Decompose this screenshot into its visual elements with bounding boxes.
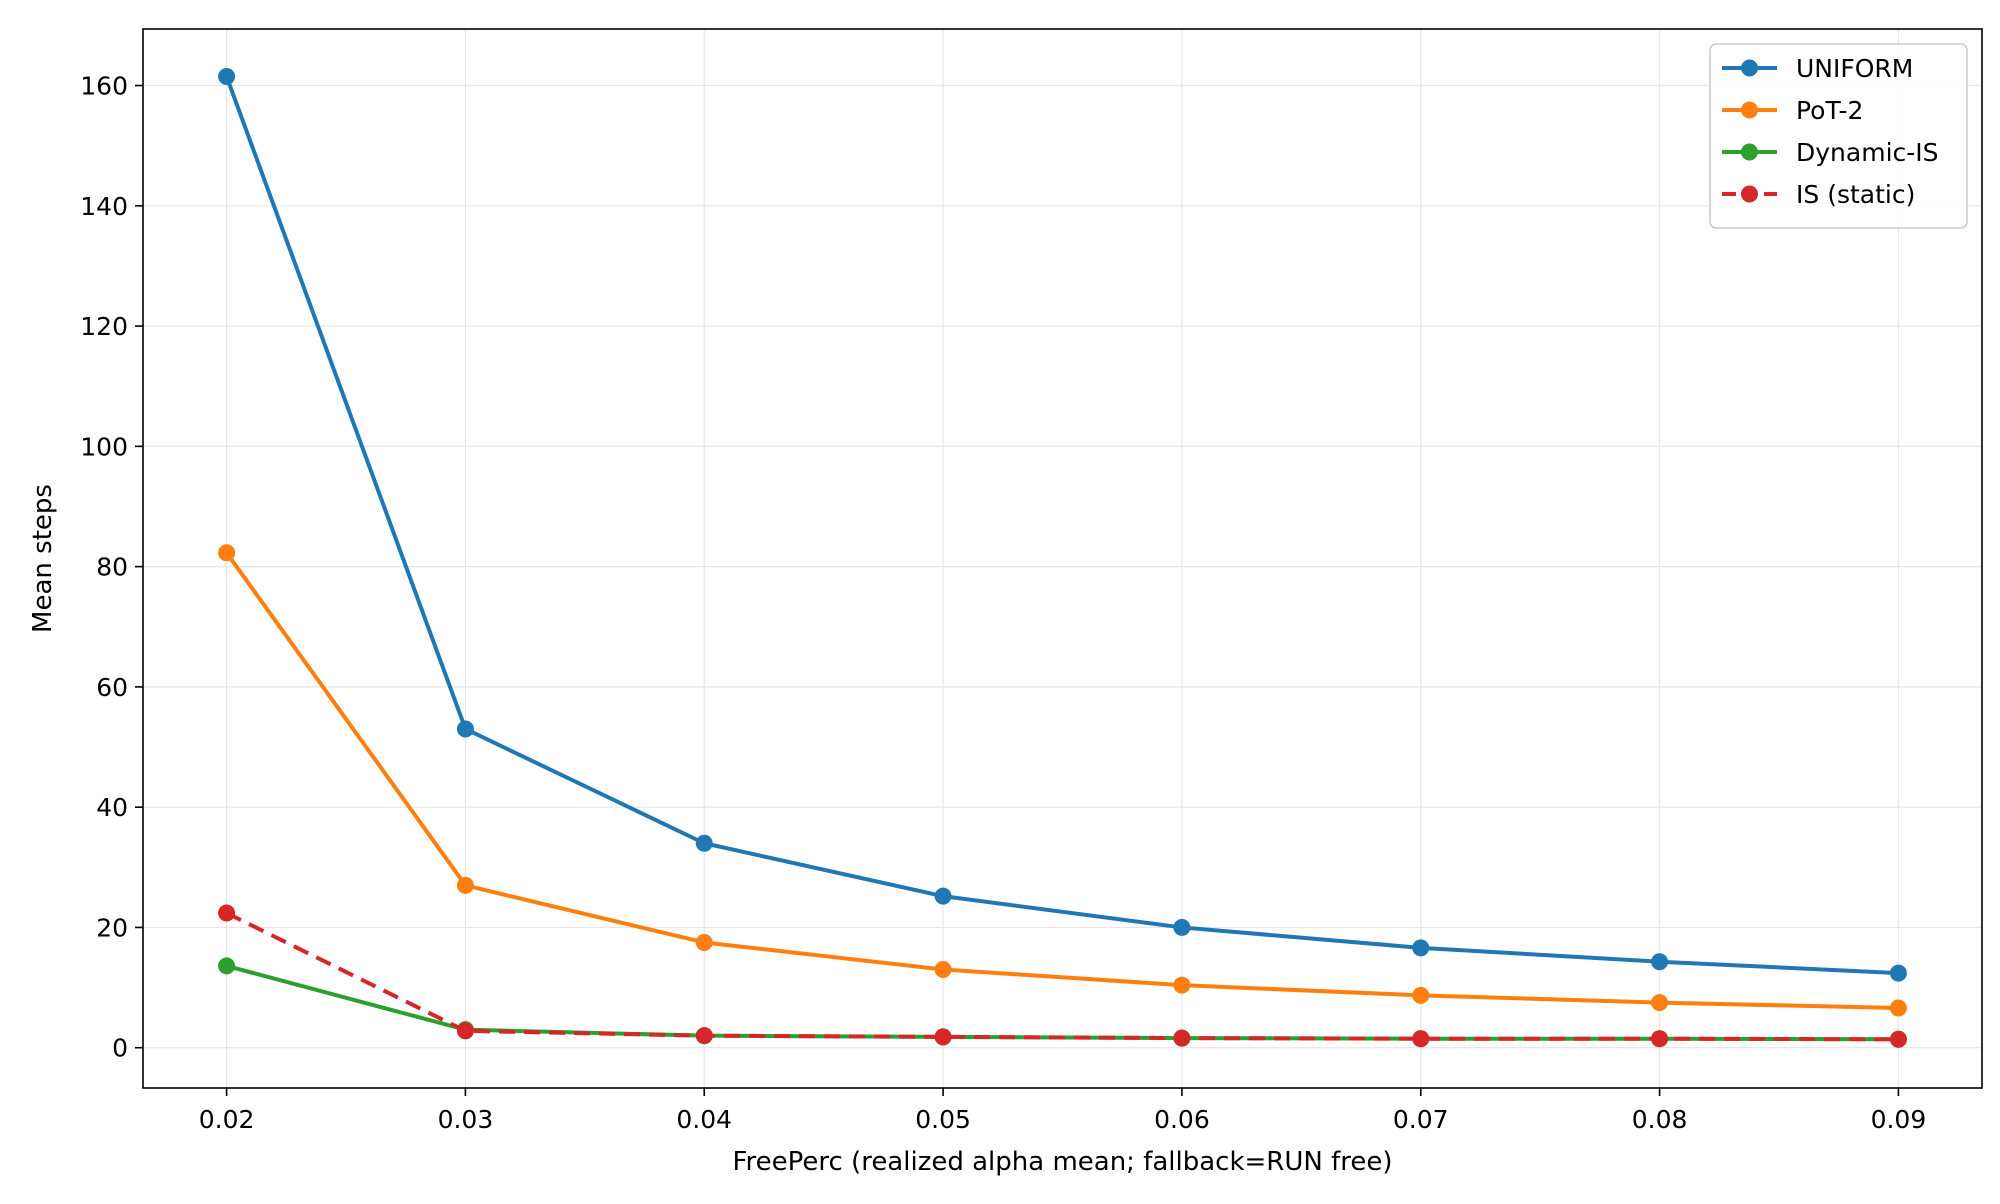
- legend-label: Dynamic-IS: [1796, 138, 1939, 167]
- data-point: [1889, 999, 1907, 1017]
- data-point: [1651, 994, 1669, 1012]
- legend-label: UNIFORM: [1796, 54, 1913, 83]
- data-point: [1651, 953, 1669, 971]
- series-layer: [218, 68, 1907, 1048]
- legend: UNIFORM PoT-2 Dynamic-IS IS (static): [1709, 43, 1968, 229]
- y-tick-label: 140: [80, 192, 128, 221]
- data-point: [1889, 964, 1907, 982]
- x-tick-label: 0.08: [1632, 1105, 1688, 1134]
- data-point: [1173, 976, 1191, 994]
- y-tick-label: 40: [96, 793, 128, 822]
- legend-label: PoT-2: [1796, 96, 1863, 125]
- data-point: [1173, 918, 1191, 936]
- series-line: [225, 911, 1899, 1042]
- series-line: [224, 74, 1901, 976]
- y-tick-label: 80: [96, 553, 128, 582]
- y-tick-label: 160: [80, 72, 128, 101]
- axes-ticks: 0.02 0.03 0.04 0.05 0.06 0.07 0.08 0.09 0 20 40 60 8…: [80, 72, 1926, 1134]
- y-tick-label: 100: [80, 432, 128, 461]
- legend-swatch-marker: [1741, 185, 1758, 203]
- y-tick-label: 20: [96, 913, 128, 942]
- x-axis-label: FreePerc (realized alpha mean; fallback=…: [732, 1147, 1392, 1177]
- legend-label: IS (static): [1796, 180, 1915, 209]
- data-point: [1651, 1030, 1669, 1048]
- x-tick-label: 0.07: [1393, 1105, 1449, 1134]
- data-point: [218, 68, 236, 86]
- plot-frame: [142, 28, 1983, 1089]
- series-pot-2: [218, 544, 1907, 1017]
- x-tick-label: 0.02: [199, 1105, 255, 1134]
- x-tick-label: 0.04: [676, 1105, 732, 1134]
- y-tick-label: 60: [96, 673, 128, 702]
- data-point: [456, 720, 474, 738]
- data-point: [695, 1027, 713, 1045]
- x-tick-label: 0.05: [915, 1105, 971, 1134]
- data-point: [695, 933, 713, 951]
- data-point: [1173, 1029, 1191, 1047]
- data-point: [695, 834, 713, 852]
- series-line: [224, 550, 1901, 1011]
- data-point: [1889, 1030, 1907, 1048]
- x-tick-label: 0.06: [1154, 1105, 1210, 1134]
- data-point: [456, 876, 474, 894]
- x-tick-label: 0.09: [1871, 1105, 1927, 1134]
- legend-box: [1709, 43, 1968, 229]
- data-point: [1412, 986, 1430, 1004]
- data-point: [218, 904, 236, 922]
- y-tick-label: 0: [112, 1034, 128, 1063]
- legend-swatch-marker: [1741, 101, 1758, 119]
- data-point: [218, 544, 236, 562]
- data-point: [1412, 1030, 1430, 1048]
- data-point: [218, 957, 236, 975]
- x-tick-label: 0.03: [438, 1105, 494, 1134]
- series-is-static: [218, 904, 1907, 1048]
- data-point: [934, 961, 952, 979]
- legend-swatch-marker: [1741, 59, 1758, 77]
- series-uniform: [218, 68, 1907, 982]
- y-axis-label: Mean steps: [28, 484, 58, 633]
- data-point: [934, 1028, 952, 1046]
- data-point: [456, 1022, 474, 1040]
- y-tick-label: 120: [80, 312, 128, 341]
- legend-swatch-marker: [1741, 143, 1758, 161]
- data-point: [934, 887, 952, 905]
- data-point: [1412, 939, 1430, 957]
